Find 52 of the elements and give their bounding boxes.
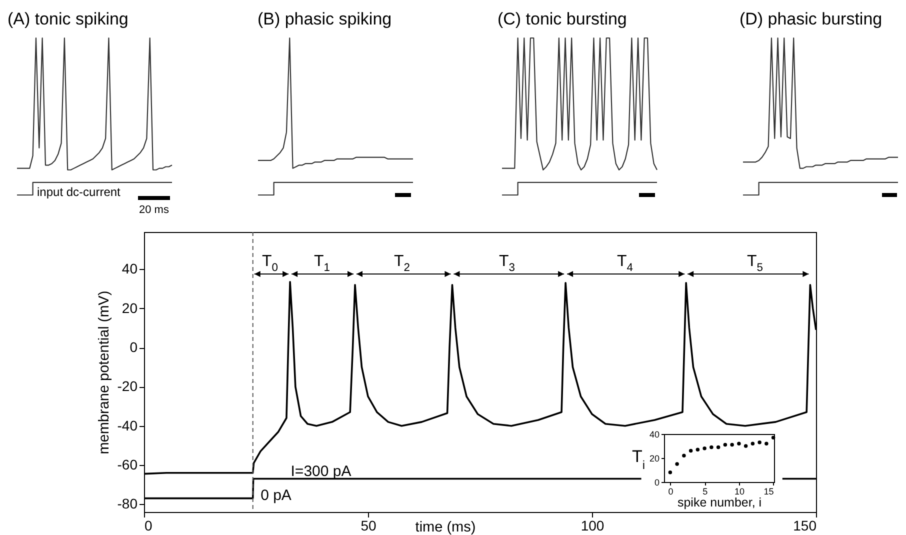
y-tick-label: -40 <box>117 417 138 434</box>
y-tick-label: 40 <box>122 260 138 277</box>
x-axis-title: time (ms) <box>415 520 476 535</box>
chart-title: (C) tonic bursting <box>497 9 627 28</box>
point <box>716 445 720 450</box>
point <box>668 470 672 474</box>
point <box>744 444 748 448</box>
x-axis-title: spike number, i <box>677 496 762 510</box>
y-axis-title: membrane potential (mV) <box>96 290 112 454</box>
x-tick-label: 15 <box>764 486 774 496</box>
x-tick-label: 150 <box>793 518 817 534</box>
x-tick-label: 100 <box>580 518 604 534</box>
point <box>688 448 693 453</box>
annotation: T$_{2}$ <box>394 253 410 274</box>
point <box>723 442 728 447</box>
point <box>737 442 741 446</box>
point <box>750 442 755 446</box>
point <box>710 445 714 450</box>
y-tick-label: 0 <box>130 339 138 356</box>
point <box>702 446 706 450</box>
text: 20 ms <box>139 204 170 216</box>
y-tick-label: -20 <box>117 378 138 394</box>
annotation: T$_{5}$ <box>746 253 764 274</box>
annotation: 0 pA <box>260 486 292 504</box>
x-tick-label: 5 <box>702 486 708 496</box>
annotation: input dc-current <box>37 185 122 199</box>
y-tick-label: 20 <box>122 300 138 316</box>
point <box>696 448 700 452</box>
x-tick-label: 0 <box>144 518 152 534</box>
y-tick-label: 20 <box>649 454 660 464</box>
point <box>764 442 768 446</box>
point <box>771 436 776 440</box>
y-tick-label: 0 <box>654 478 660 488</box>
x-tick-label: 10 <box>734 486 744 496</box>
annotation: T$_{0}$ <box>262 253 278 274</box>
chart-title: (A) tonic spiking <box>7 9 128 28</box>
y-tick-label: -60 <box>117 456 138 473</box>
x-tick-label: 50 <box>360 518 376 534</box>
annotation: T$_{3}$ <box>498 253 516 274</box>
annotation: T$_{4}$ <box>616 253 634 274</box>
point <box>758 440 762 444</box>
chart-title: (B) phasic spiking <box>257 9 392 28</box>
annotation: T$_{1}$ <box>314 253 330 274</box>
y-axis-title: T$_{i}$ <box>632 447 645 472</box>
point <box>682 454 686 458</box>
point <box>675 462 679 466</box>
annotation: I=300 pA <box>290 462 352 480</box>
x-tick-label: 0 <box>668 486 674 496</box>
y-tick-label: 40 <box>649 430 660 440</box>
chart-title: (D) phasic bursting <box>739 9 882 28</box>
point <box>730 442 734 447</box>
y-tick-label: -80 <box>117 496 138 512</box>
